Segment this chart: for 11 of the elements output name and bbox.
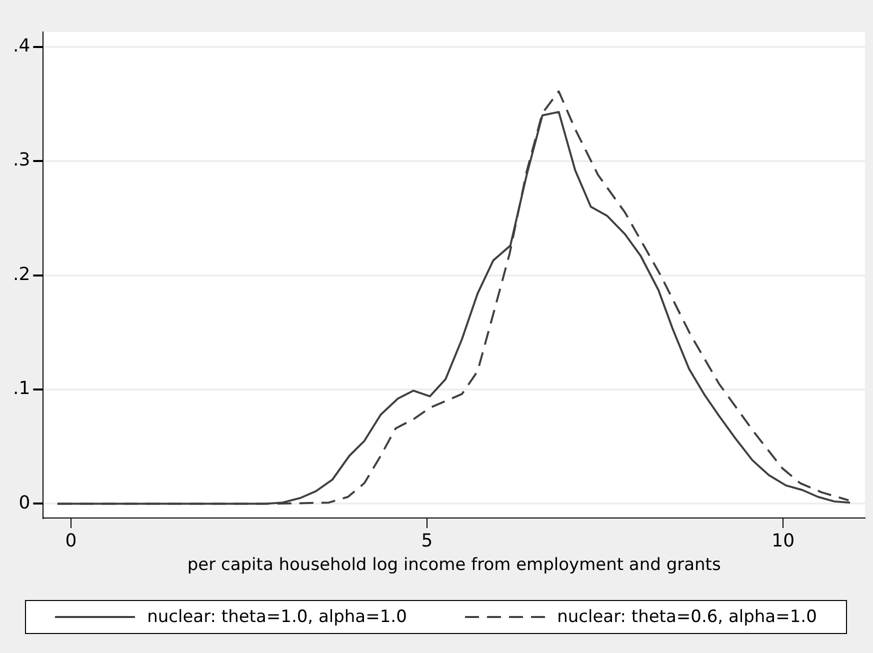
x-axis-title: per capita household log income from employment and grants — [187, 555, 721, 576]
y-tick-label: 0 — [18, 492, 30, 514]
x-tick-label: 10 — [772, 530, 795, 552]
x-tick-label: 0 — [65, 530, 77, 552]
y-tick-label: .3 — [12, 150, 30, 171]
x-tick-label: 5 — [421, 530, 433, 552]
legend-label: nuclear: theta=0.6, alpha=1.0 — [557, 607, 817, 627]
legend-label: nuclear: theta=1.0, alpha=1.0 — [147, 607, 407, 627]
y-tick-label: .1 — [12, 378, 30, 400]
y-tick-label: .2 — [12, 264, 30, 285]
y-tick-label: .4 — [12, 36, 30, 57]
